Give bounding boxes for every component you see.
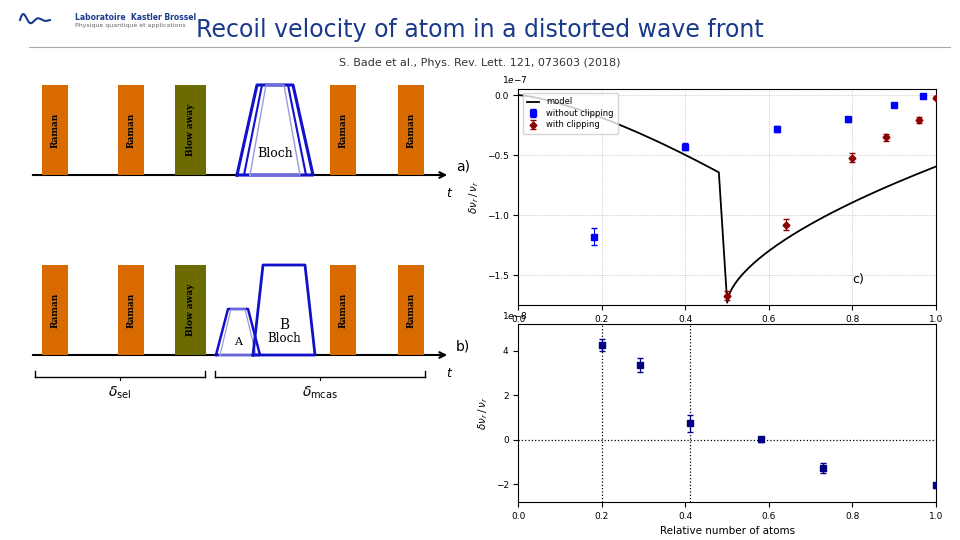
Text: Laboratoire  Kastler Brossel: Laboratoire Kastler Brossel xyxy=(75,14,196,23)
Bar xyxy=(330,85,356,175)
Text: Raman: Raman xyxy=(127,292,135,328)
Line: model: model xyxy=(518,95,936,303)
model xyxy=(627,127,638,133)
Text: Raman: Raman xyxy=(51,112,60,147)
Bar xyxy=(330,265,356,355)
X-axis label: Relative number of atoms: Relative number of atoms xyxy=(660,526,795,536)
Text: Raman: Raman xyxy=(339,292,348,328)
Text: c): c) xyxy=(852,273,864,287)
model xyxy=(856,195,868,201)
model xyxy=(930,163,942,170)
Text: a): a) xyxy=(456,159,470,173)
Text: Recoil velocity of atom in a distorted wave front: Recoil velocity of atom in a distorted w… xyxy=(196,18,764,42)
Bar xyxy=(175,85,206,175)
Polygon shape xyxy=(253,265,315,355)
model xyxy=(594,114,606,120)
Text: Raman: Raman xyxy=(406,292,416,328)
Bar xyxy=(118,85,144,175)
Text: Blow away: Blow away xyxy=(186,104,195,156)
Polygon shape xyxy=(216,309,260,355)
Text: Physique quantique et applications: Physique quantique et applications xyxy=(75,24,185,29)
Bar xyxy=(42,265,68,355)
Text: b): b) xyxy=(456,339,470,353)
model xyxy=(745,262,756,269)
model xyxy=(513,92,524,98)
Y-axis label: $\delta\nu_r\,/\,\nu_r$: $\delta\nu_r\,/\,\nu_r$ xyxy=(476,396,490,430)
model xyxy=(912,171,924,177)
Text: A: A xyxy=(234,337,242,347)
Text: t: t xyxy=(446,187,451,200)
Legend: model, without clipping, with clipping: model, without clipping, with clipping xyxy=(522,93,617,133)
Polygon shape xyxy=(237,85,313,175)
Text: Raman: Raman xyxy=(406,112,416,147)
X-axis label: Bloch oscillation efficiency, η: Bloch oscillation efficiency, η xyxy=(651,329,804,339)
Text: $1e{-7}$: $1e{-7}$ xyxy=(502,73,527,85)
Text: t: t xyxy=(446,367,451,380)
model xyxy=(785,233,797,239)
Bar xyxy=(398,85,424,175)
Text: Raman: Raman xyxy=(51,292,60,328)
Text: Blow away: Blow away xyxy=(186,284,195,336)
Y-axis label: $\delta\nu_r\,/\,\nu_r$: $\delta\nu_r\,/\,\nu_r$ xyxy=(468,180,481,214)
Text: Bloch: Bloch xyxy=(267,332,300,345)
Text: Raman: Raman xyxy=(339,112,348,147)
Text: B: B xyxy=(279,318,289,332)
Bar xyxy=(118,265,144,355)
Bar xyxy=(175,265,206,355)
Text: Bloch: Bloch xyxy=(257,147,293,160)
Text: $\delta_{\rm mcas}$: $\delta_{\rm mcas}$ xyxy=(302,385,338,401)
Text: Raman: Raman xyxy=(127,112,135,147)
Bar xyxy=(42,85,68,175)
Text: $\delta_{\rm sel}$: $\delta_{\rm sel}$ xyxy=(108,385,132,401)
Text: S. Bade et al., Phys. Rev. Lett. 121, 073603 (2018): S. Bade et al., Phys. Rev. Lett. 121, 07… xyxy=(339,58,621,68)
Text: $1e{-8}$: $1e{-8}$ xyxy=(502,309,528,321)
model xyxy=(722,300,733,306)
Bar xyxy=(398,265,424,355)
